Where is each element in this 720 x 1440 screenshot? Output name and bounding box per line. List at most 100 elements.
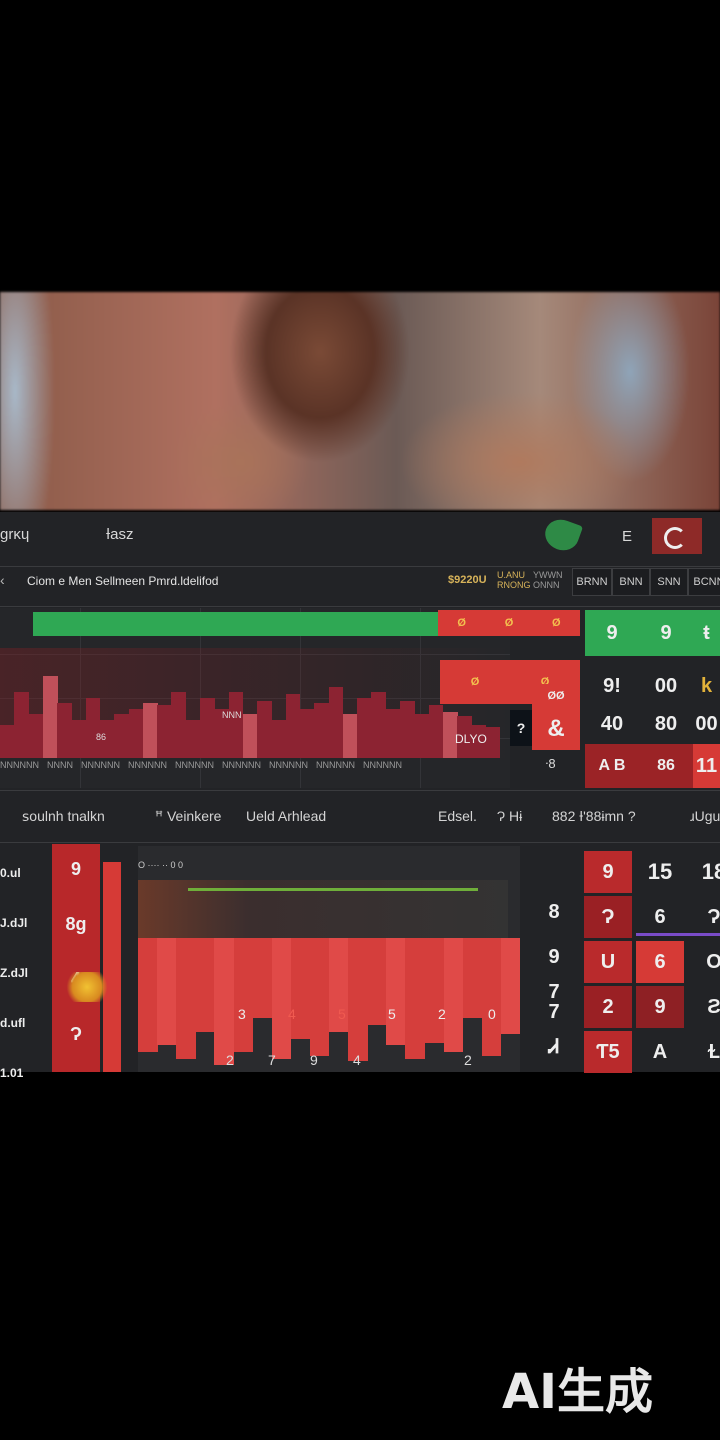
chart-bar <box>314 703 330 758</box>
filter-button[interactable]: BNN <box>612 568 650 596</box>
chart-bar <box>357 697 372 758</box>
back-chevron-icon[interactable]: ‹ <box>0 572 5 588</box>
axis-label: 7 <box>268 1052 276 1068</box>
price-value: $9220U <box>448 574 487 586</box>
chart-bar <box>471 725 487 758</box>
tag-cell[interactable]: Ɂ <box>70 1023 82 1044</box>
red-header-cell[interactable]: Ø <box>552 617 561 629</box>
chart-bar <box>342 714 358 758</box>
heat-bar <box>138 938 158 1052</box>
score-cell[interactable]: 00 <box>695 712 718 735</box>
axis-label: 4 <box>353 1052 361 1068</box>
grid-cell[interactable]: 18 <box>701 859 720 884</box>
volume-chart[interactable]: 86 NNN DLYO NNNNNN NNNN NNNNNN NNNNNN NNNNNN… <box>0 608 510 788</box>
score-cell[interactable]: 11 <box>693 744 720 788</box>
grid-cell[interactable]: O <box>706 951 720 973</box>
red-strip <box>103 862 121 1072</box>
tag-cell[interactable]: 8g <box>65 913 87 934</box>
grid-cell[interactable]: U <box>584 941 632 983</box>
heat-chart[interactable]: O ···· ·· 0 0 3 4 5 5 2 0 2 7 9 4 2 <box>138 846 521 1072</box>
score-panel: 9 9 ŧ 9! 00 k 40 80 00 A B 86 11 <box>585 610 720 788</box>
axis-label: 2 <box>226 1052 234 1068</box>
chart-bar <box>57 703 72 758</box>
chart-bar <box>285 694 301 758</box>
grid-cell[interactable]: Ɂ <box>707 906 720 928</box>
lower-list: 0.ul J.dJl Z.dJl d.ufl 1.01 <box>0 846 60 1080</box>
grid-cell[interactable]: 9 <box>584 851 632 893</box>
grid-cell[interactable]: 6 <box>654 906 666 928</box>
header-label[interactable]: Ɨasz <box>106 526 134 543</box>
red-cell[interactable]: ØØ <box>547 690 565 702</box>
grid-cell[interactable]: 2 <box>584 986 632 1028</box>
score-cell[interactable]: 80 <box>654 712 678 735</box>
chart-bar <box>214 708 230 758</box>
chart-bar <box>328 686 344 758</box>
red-cell[interactable]: Ø <box>470 676 480 688</box>
list-row-value[interactable]: 0.ul <box>0 866 21 880</box>
score-cell[interactable]: 86 <box>657 757 675 774</box>
heat-bar <box>424 938 445 1043</box>
grid-cell[interactable]: 15 <box>647 859 673 884</box>
section-title: ꟸ Veinkere <box>155 808 222 824</box>
grid-cell[interactable]: 9 <box>548 946 560 968</box>
score-cell[interactable]: 9 <box>606 621 618 644</box>
grid-cell[interactable]: 8 <box>548 901 560 923</box>
axis-label: NNNNNN <box>222 760 261 770</box>
hero-photo <box>0 292 720 510</box>
grid-cell[interactable]: Ꮧ <box>548 1036 560 1058</box>
chart-bar <box>200 697 215 758</box>
grid-cell[interactable]: Ɂ <box>584 896 632 938</box>
grid-cell[interactable]: 7 7 <box>548 981 560 1023</box>
leaf-logo-icon[interactable] <box>540 515 584 555</box>
axis-label: NNNNNN <box>316 760 355 770</box>
grid-cell[interactable]: 6 <box>636 941 684 983</box>
score-cell[interactable]: ŧ <box>703 621 710 644</box>
chart-bar <box>414 714 430 758</box>
score-cell[interactable]: 9! <box>603 674 621 697</box>
chart-bar <box>257 700 272 758</box>
heat-bar <box>252 938 273 1019</box>
score-cell[interactable]: A B <box>598 757 626 774</box>
heat-bar <box>214 938 234 1066</box>
header-label: ɡrĸɥ <box>0 526 30 543</box>
chart-bar <box>157 705 172 758</box>
score-cell[interactable]: k <box>700 674 713 697</box>
red-cell[interactable]: & <box>547 715 565 742</box>
grid-cell[interactable]: Ƭ5 <box>584 1031 632 1073</box>
score-cell[interactable]: 40 <box>600 712 624 735</box>
list-row-value[interactable]: Z.dJl <box>0 966 29 980</box>
list-row-value[interactable]: J.dJl <box>0 916 28 930</box>
heat-label: 5 <box>338 1006 346 1022</box>
profile-icon[interactable] <box>652 518 702 554</box>
red-header-cell[interactable]: Ø <box>504 617 514 629</box>
red-cell-block: ØØ <box>532 684 580 708</box>
chart-bar <box>100 719 115 758</box>
tag-cell[interactable]: 9 <box>70 858 81 879</box>
red-header-cell[interactable]: Ø <box>457 617 466 629</box>
heat-bar <box>500 938 521 1035</box>
heat-label: 2 <box>438 1006 446 1022</box>
filter-button[interactable]: BCNN <box>688 568 720 596</box>
grid-cell[interactable]: A <box>652 1041 668 1063</box>
grid-cell[interactable]: 9 <box>636 986 684 1028</box>
heat-bar <box>462 938 483 1019</box>
list-row-value[interactable]: 1.01 <box>0 1066 24 1080</box>
grid-cell[interactable]: Ɫ <box>707 1041 720 1063</box>
score-row: 40 80 00 <box>585 706 720 742</box>
price-sub: U.ANU RNONG <box>497 570 531 590</box>
list-row-value[interactable]: d.ufl <box>0 1016 26 1030</box>
score-cell[interactable]: 00 <box>654 674 678 697</box>
score-row: 9 9 ŧ <box>585 610 720 656</box>
trading-dashboard: ɡrĸɥ Ɨasz E ‹ Ciom e Men Sellmeen Pmrd.l… <box>0 512 720 1080</box>
heat-bar <box>329 938 349 1032</box>
chart-bar <box>171 692 187 758</box>
heat-label: 0 <box>488 1006 496 1022</box>
score-cell[interactable]: 9 <box>660 621 672 644</box>
chart-bar <box>71 719 87 758</box>
heat-bar <box>367 938 387 1026</box>
header-label[interactable]: E <box>622 528 633 545</box>
filter-button[interactable]: BRNN <box>572 568 612 596</box>
filter-button[interactable]: SNN <box>650 568 688 596</box>
grid-cell[interactable]: Ƨ <box>707 996 720 1018</box>
red-cell[interactable]: Ø <box>540 676 550 688</box>
